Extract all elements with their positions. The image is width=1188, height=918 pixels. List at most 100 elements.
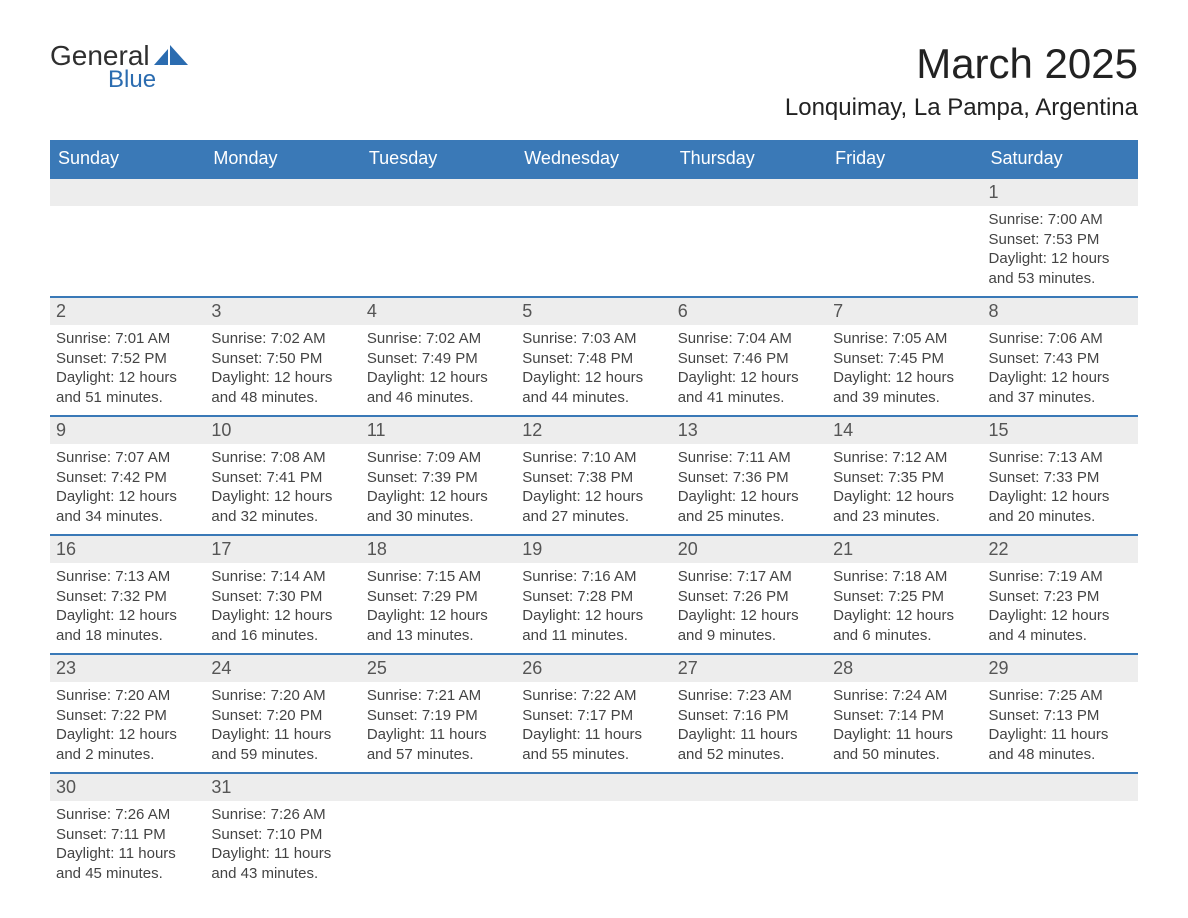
sunset-line: Sunset: 7:36 PM bbox=[678, 468, 821, 488]
day-cell: Sunrise: 7:01 AMSunset: 7:52 PMDaylight:… bbox=[50, 325, 205, 416]
day-cell: Sunrise: 7:21 AMSunset: 7:19 PMDaylight:… bbox=[361, 682, 516, 773]
daynum-cell: 31 bbox=[205, 773, 360, 801]
day-body: Sunrise: 7:06 AMSunset: 7:43 PMDaylight:… bbox=[989, 329, 1132, 407]
sunset-line: Sunset: 7:43 PM bbox=[989, 349, 1132, 369]
day-cell: Sunrise: 7:10 AMSunset: 7:38 PMDaylight:… bbox=[516, 444, 671, 535]
day-cell: Sunrise: 7:18 AMSunset: 7:25 PMDaylight:… bbox=[827, 563, 982, 654]
sunrise-line: Sunrise: 7:26 AM bbox=[56, 805, 199, 825]
day-cell: Sunrise: 7:20 AMSunset: 7:22 PMDaylight:… bbox=[50, 682, 205, 773]
day-body: Sunrise: 7:13 AMSunset: 7:32 PMDaylight:… bbox=[56, 567, 199, 645]
day-cell: Sunrise: 7:16 AMSunset: 7:28 PMDaylight:… bbox=[516, 563, 671, 654]
day-number: 10 bbox=[211, 420, 231, 440]
day-number: 24 bbox=[211, 658, 231, 678]
day-body: Sunrise: 7:21 AMSunset: 7:19 PMDaylight:… bbox=[367, 686, 510, 764]
daylight-line: Daylight: 12 hours and 41 minutes. bbox=[678, 368, 821, 407]
daynum-cell bbox=[516, 773, 671, 801]
day-number: 7 bbox=[833, 301, 843, 321]
daynum-cell: 20 bbox=[672, 535, 827, 563]
calendar-table: Sunday Monday Tuesday Wednesday Thursday… bbox=[50, 140, 1138, 891]
day-number: 12 bbox=[522, 420, 542, 440]
day-body: Sunrise: 7:22 AMSunset: 7:17 PMDaylight:… bbox=[522, 686, 665, 764]
day-cell: Sunrise: 7:03 AMSunset: 7:48 PMDaylight:… bbox=[516, 325, 671, 416]
day-body: Sunrise: 7:18 AMSunset: 7:25 PMDaylight:… bbox=[833, 567, 976, 645]
daynum-cell: 17 bbox=[205, 535, 360, 563]
day-body: Sunrise: 7:26 AMSunset: 7:11 PMDaylight:… bbox=[56, 805, 199, 883]
weekday-header: Monday bbox=[205, 140, 360, 178]
daynum-cell: 18 bbox=[361, 535, 516, 563]
daynum-cell bbox=[361, 178, 516, 206]
day-number: 20 bbox=[678, 539, 698, 559]
daylight-line: Daylight: 12 hours and 32 minutes. bbox=[211, 487, 354, 526]
day-cell: Sunrise: 7:24 AMSunset: 7:14 PMDaylight:… bbox=[827, 682, 982, 773]
sunset-line: Sunset: 7:45 PM bbox=[833, 349, 976, 369]
weekday-header: Friday bbox=[827, 140, 982, 178]
sunrise-line: Sunrise: 7:26 AM bbox=[211, 805, 354, 825]
sunrise-line: Sunrise: 7:13 AM bbox=[56, 567, 199, 587]
daynum-cell: 6 bbox=[672, 297, 827, 325]
day-cell: Sunrise: 7:04 AMSunset: 7:46 PMDaylight:… bbox=[672, 325, 827, 416]
sunrise-line: Sunrise: 7:09 AM bbox=[367, 448, 510, 468]
day-body: Sunrise: 7:00 AMSunset: 7:53 PMDaylight:… bbox=[989, 210, 1132, 288]
day-cell bbox=[205, 206, 360, 297]
daynum-cell: 13 bbox=[672, 416, 827, 444]
day-number: 1 bbox=[989, 182, 999, 202]
daynum-cell: 5 bbox=[516, 297, 671, 325]
sunset-line: Sunset: 7:30 PM bbox=[211, 587, 354, 607]
day-number: 23 bbox=[56, 658, 76, 678]
day-number: 21 bbox=[833, 539, 853, 559]
daylight-line: Daylight: 12 hours and 53 minutes. bbox=[989, 249, 1132, 288]
sunrise-line: Sunrise: 7:25 AM bbox=[989, 686, 1132, 706]
sunrise-line: Sunrise: 7:07 AM bbox=[56, 448, 199, 468]
weekday-header: Wednesday bbox=[516, 140, 671, 178]
daylight-line: Daylight: 11 hours and 52 minutes. bbox=[678, 725, 821, 764]
sunrise-line: Sunrise: 7:19 AM bbox=[989, 567, 1132, 587]
sunset-line: Sunset: 7:50 PM bbox=[211, 349, 354, 369]
sunrise-line: Sunrise: 7:17 AM bbox=[678, 567, 821, 587]
day-number: 6 bbox=[678, 301, 688, 321]
daylight-line: Daylight: 12 hours and 6 minutes. bbox=[833, 606, 976, 645]
week-row: Sunrise: 7:01 AMSunset: 7:52 PMDaylight:… bbox=[50, 325, 1138, 416]
day-cell: Sunrise: 7:26 AMSunset: 7:10 PMDaylight:… bbox=[205, 801, 360, 891]
daynum-cell: 8 bbox=[983, 297, 1138, 325]
daynum-cell: 14 bbox=[827, 416, 982, 444]
sunrise-line: Sunrise: 7:20 AM bbox=[211, 686, 354, 706]
title-block: March 2025 Lonquimay, La Pampa, Argentin… bbox=[785, 40, 1138, 122]
day-body: Sunrise: 7:02 AMSunset: 7:49 PMDaylight:… bbox=[367, 329, 510, 407]
sunrise-line: Sunrise: 7:10 AM bbox=[522, 448, 665, 468]
sunset-line: Sunset: 7:14 PM bbox=[833, 706, 976, 726]
sunrise-line: Sunrise: 7:24 AM bbox=[833, 686, 976, 706]
sunset-line: Sunset: 7:28 PM bbox=[522, 587, 665, 607]
sunset-line: Sunset: 7:26 PM bbox=[678, 587, 821, 607]
day-body: Sunrise: 7:02 AMSunset: 7:50 PMDaylight:… bbox=[211, 329, 354, 407]
sunrise-line: Sunrise: 7:20 AM bbox=[56, 686, 199, 706]
daynum-cell: 25 bbox=[361, 654, 516, 682]
daylight-line: Daylight: 12 hours and 46 minutes. bbox=[367, 368, 510, 407]
daynum-cell: 28 bbox=[827, 654, 982, 682]
sunset-line: Sunset: 7:19 PM bbox=[367, 706, 510, 726]
daynum-cell bbox=[361, 773, 516, 801]
day-number: 14 bbox=[833, 420, 853, 440]
daynum-cell: 12 bbox=[516, 416, 671, 444]
sunset-line: Sunset: 7:22 PM bbox=[56, 706, 199, 726]
sunrise-line: Sunrise: 7:21 AM bbox=[367, 686, 510, 706]
daynum-row: 1 bbox=[50, 178, 1138, 206]
day-cell: Sunrise: 7:07 AMSunset: 7:42 PMDaylight:… bbox=[50, 444, 205, 535]
sunset-line: Sunset: 7:39 PM bbox=[367, 468, 510, 488]
daynum-cell bbox=[672, 773, 827, 801]
sunrise-line: Sunrise: 7:02 AM bbox=[211, 329, 354, 349]
sunset-line: Sunset: 7:38 PM bbox=[522, 468, 665, 488]
daynum-cell bbox=[827, 773, 982, 801]
daylight-line: Daylight: 12 hours and 51 minutes. bbox=[56, 368, 199, 407]
daylight-line: Daylight: 11 hours and 45 minutes. bbox=[56, 844, 199, 883]
day-body: Sunrise: 7:17 AMSunset: 7:26 PMDaylight:… bbox=[678, 567, 821, 645]
day-cell bbox=[516, 801, 671, 891]
day-number: 29 bbox=[989, 658, 1009, 678]
daynum-cell: 24 bbox=[205, 654, 360, 682]
day-cell bbox=[672, 801, 827, 891]
sunset-line: Sunset: 7:25 PM bbox=[833, 587, 976, 607]
day-body: Sunrise: 7:20 AMSunset: 7:22 PMDaylight:… bbox=[56, 686, 199, 764]
daynum-cell bbox=[205, 178, 360, 206]
sunset-line: Sunset: 7:35 PM bbox=[833, 468, 976, 488]
daynum-cell: 7 bbox=[827, 297, 982, 325]
daylight-line: Daylight: 12 hours and 34 minutes. bbox=[56, 487, 199, 526]
